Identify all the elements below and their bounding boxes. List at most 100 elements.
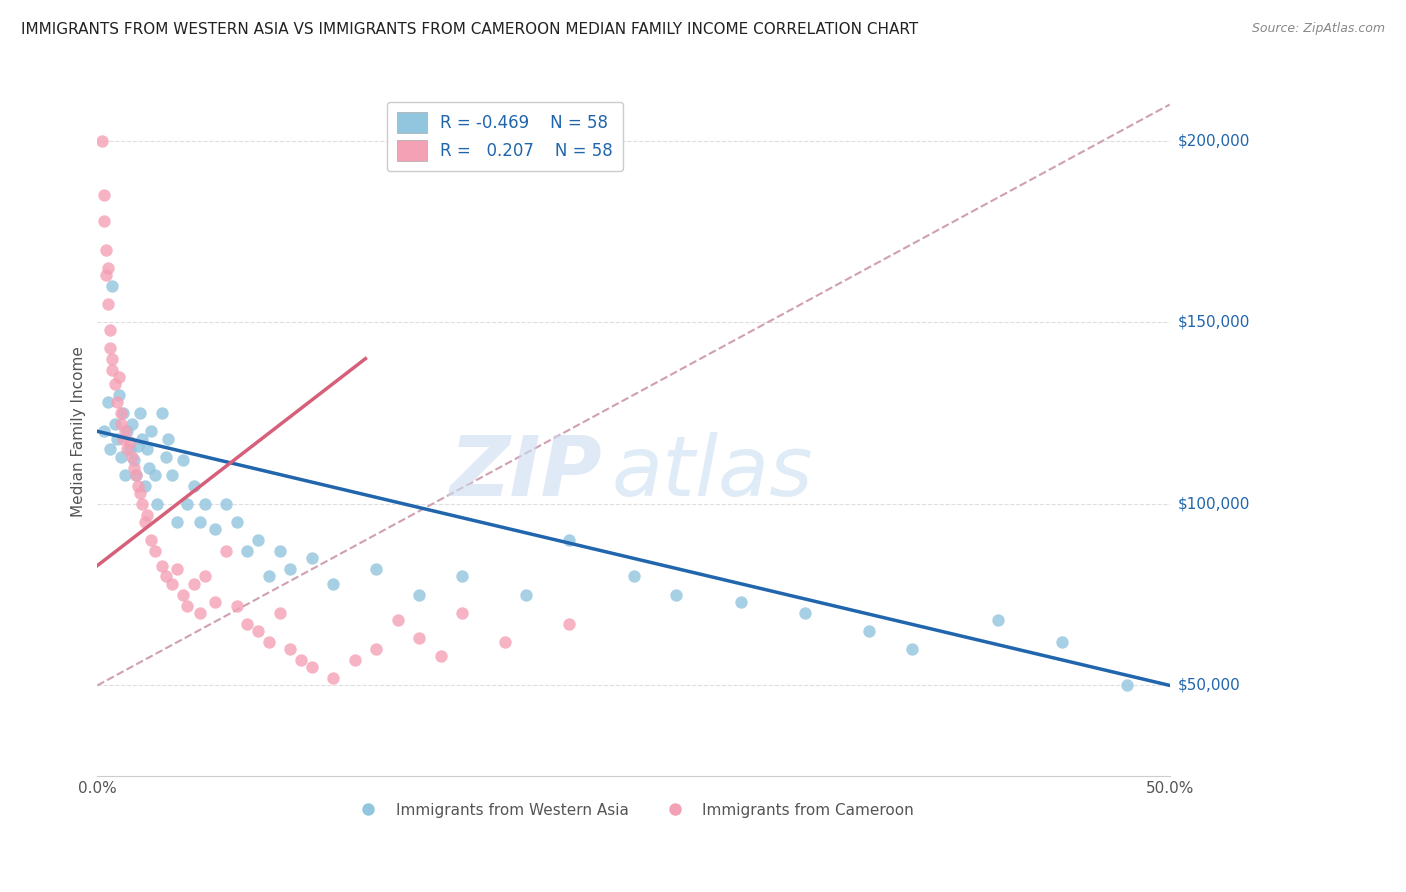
Point xyxy=(127,439,149,453)
Point xyxy=(215,497,238,511)
Point xyxy=(107,369,129,384)
Point xyxy=(225,599,247,613)
Point xyxy=(97,260,120,275)
Point xyxy=(494,635,516,649)
Text: $100,000: $100,000 xyxy=(1178,496,1250,511)
Point xyxy=(114,424,136,438)
Point xyxy=(558,533,581,548)
Point xyxy=(172,588,194,602)
Point xyxy=(150,406,173,420)
Point xyxy=(131,432,153,446)
Point xyxy=(129,486,152,500)
Point xyxy=(858,624,880,638)
Point xyxy=(987,613,1010,627)
Point xyxy=(225,515,247,529)
Point xyxy=(134,479,156,493)
Point xyxy=(429,649,451,664)
Point xyxy=(176,497,198,511)
Point xyxy=(269,544,291,558)
Point xyxy=(301,660,323,674)
Point xyxy=(150,558,173,573)
Point xyxy=(90,134,112,148)
Point xyxy=(172,453,194,467)
Point xyxy=(176,599,198,613)
Text: Source: ZipAtlas.com: Source: ZipAtlas.com xyxy=(1251,22,1385,36)
Point xyxy=(204,595,226,609)
Point xyxy=(794,606,817,620)
Point xyxy=(93,424,115,438)
Point xyxy=(143,467,166,482)
Point xyxy=(94,243,117,257)
Point xyxy=(135,508,157,522)
Point xyxy=(101,279,124,293)
Point xyxy=(322,576,344,591)
Point xyxy=(121,417,143,431)
Text: IMMIGRANTS FROM WESTERN ASIA VS IMMIGRANTS FROM CAMEROON MEDIAN FAMILY INCOME CO: IMMIGRANTS FROM WESTERN ASIA VS IMMIGRAN… xyxy=(21,22,918,37)
Point xyxy=(247,624,270,638)
Point xyxy=(114,467,136,482)
Point xyxy=(162,467,184,482)
Point xyxy=(269,606,291,620)
Point xyxy=(157,432,180,446)
Point xyxy=(408,631,430,645)
Point xyxy=(1052,635,1074,649)
Point xyxy=(101,362,124,376)
Point xyxy=(387,613,409,627)
Point xyxy=(665,588,688,602)
Text: $200,000: $200,000 xyxy=(1178,133,1250,148)
Point xyxy=(129,406,152,420)
Point xyxy=(118,442,141,457)
Point xyxy=(97,395,120,409)
Point xyxy=(117,424,139,438)
Point xyxy=(280,562,302,576)
Point xyxy=(451,606,474,620)
Point xyxy=(110,406,132,420)
Point xyxy=(97,297,120,311)
Text: ZIP: ZIP xyxy=(449,432,602,513)
Point xyxy=(343,653,366,667)
Point xyxy=(93,213,115,227)
Point xyxy=(408,588,430,602)
Point xyxy=(290,653,312,667)
Point xyxy=(257,569,280,583)
Point xyxy=(146,497,169,511)
Point xyxy=(135,442,157,457)
Point xyxy=(105,432,128,446)
Point xyxy=(122,453,145,467)
Point xyxy=(98,323,121,337)
Point xyxy=(138,460,160,475)
Point xyxy=(183,479,205,493)
Point xyxy=(236,544,259,558)
Point xyxy=(730,595,752,609)
Point xyxy=(112,406,135,420)
Point xyxy=(623,569,645,583)
Point xyxy=(155,569,177,583)
Point xyxy=(247,533,270,548)
Point xyxy=(122,460,145,475)
Point xyxy=(98,341,121,355)
Point xyxy=(155,450,177,464)
Point xyxy=(166,515,188,529)
Point xyxy=(1115,678,1137,692)
Point xyxy=(166,562,188,576)
Y-axis label: Median Family Income: Median Family Income xyxy=(72,346,86,516)
Point xyxy=(121,450,143,464)
Point xyxy=(194,569,217,583)
Legend: Immigrants from Western Asia, Immigrants from Cameroon: Immigrants from Western Asia, Immigrants… xyxy=(347,797,920,823)
Point xyxy=(93,188,115,202)
Point xyxy=(204,522,226,536)
Point xyxy=(118,435,141,450)
Point xyxy=(236,616,259,631)
Point xyxy=(139,424,162,438)
Point xyxy=(94,268,117,282)
Point xyxy=(112,432,135,446)
Text: $150,000: $150,000 xyxy=(1178,315,1250,330)
Point xyxy=(117,442,139,457)
Point xyxy=(257,635,280,649)
Point xyxy=(183,576,205,591)
Point xyxy=(301,551,323,566)
Point xyxy=(162,576,184,591)
Point xyxy=(101,351,124,366)
Point xyxy=(139,533,162,548)
Point xyxy=(110,450,132,464)
